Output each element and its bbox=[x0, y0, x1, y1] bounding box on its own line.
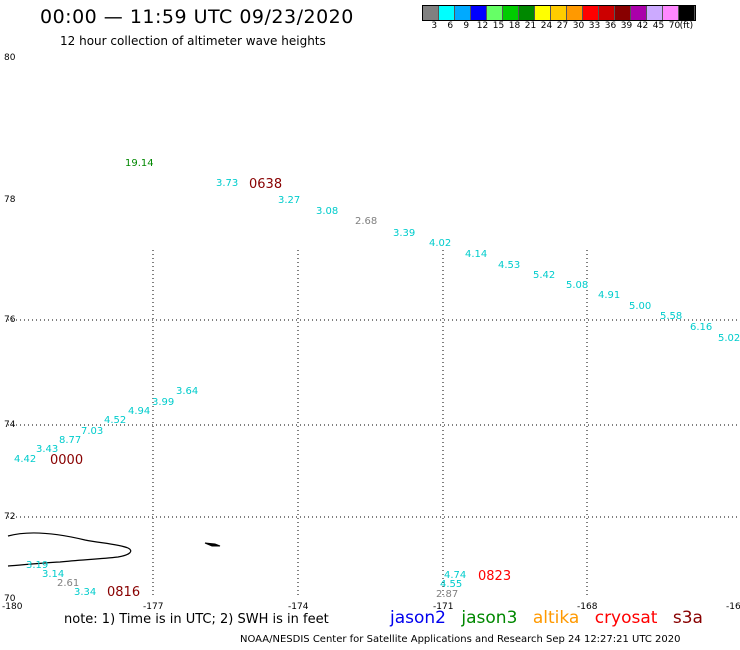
color-scale-label: 42 bbox=[636, 21, 649, 31]
wave-height-label: 7.03 bbox=[81, 426, 103, 437]
pass-time-label: 0823 bbox=[478, 569, 511, 584]
color-swatch bbox=[599, 6, 615, 20]
color-scale-label: 15 bbox=[492, 21, 505, 31]
wave-height-label: 4.94 bbox=[128, 406, 150, 417]
lat-label: 78 bbox=[4, 195, 16, 205]
pass-time-label: 0000 bbox=[50, 453, 83, 468]
legend-item-s3a: s3a bbox=[672, 608, 703, 628]
footer-note: note: 1) Time is in UTC; 2) SWH is in fe… bbox=[64, 612, 329, 627]
legend-item-jason3: jason3 bbox=[461, 608, 518, 628]
wave-height-label: 6.16 bbox=[690, 322, 712, 333]
color-swatch bbox=[647, 6, 663, 20]
color-scale-label: 9 bbox=[463, 21, 470, 31]
color-scale-bar bbox=[422, 5, 696, 21]
lon-label: -171 bbox=[433, 602, 453, 612]
wave-height-label: 2.61 bbox=[57, 578, 79, 589]
color-swatch bbox=[423, 6, 439, 20]
page-subtitle: 12 hour collection of altimeter wave hei… bbox=[60, 34, 326, 48]
color-swatch bbox=[567, 6, 583, 20]
lon-label: -16 bbox=[726, 602, 740, 612]
satellite-legend: jason2 jason3 altika cryosat s3a bbox=[390, 608, 713, 628]
color-swatch bbox=[535, 6, 551, 20]
color-scale-label: 36 bbox=[604, 21, 617, 31]
lat-label: 70 bbox=[4, 594, 16, 604]
island-outline bbox=[7, 532, 132, 567]
wave-height-label: 3.08 bbox=[316, 206, 338, 217]
wave-height-label: 5.42 bbox=[533, 270, 555, 281]
wave-height-label: 4.02 bbox=[429, 238, 451, 249]
color-scale-label: 21 bbox=[524, 21, 537, 31]
color-scale-label: 12 bbox=[476, 21, 489, 31]
color-scale-label: 3 bbox=[431, 21, 438, 31]
color-scale-label: 39 bbox=[620, 21, 633, 31]
lon-label: -174 bbox=[288, 602, 309, 612]
wave-height-label: 4.91 bbox=[598, 290, 620, 301]
lon-label: -180 bbox=[2, 602, 23, 612]
color-scale-label: 70 bbox=[668, 21, 681, 31]
color-swatch bbox=[615, 6, 631, 20]
color-swatch bbox=[519, 6, 535, 20]
wave-height-label: 4.55 bbox=[440, 579, 462, 590]
color-swatch bbox=[455, 6, 471, 20]
color-swatch bbox=[503, 6, 519, 20]
color-scale-label: (ft) bbox=[679, 21, 694, 31]
legend-item-cryosat: cryosat bbox=[594, 608, 658, 628]
wave-height-label: 4.14 bbox=[465, 249, 487, 260]
color-swatch bbox=[631, 6, 647, 20]
wave-height-label: 3.39 bbox=[393, 228, 415, 239]
wave-height-label: 4.74 bbox=[444, 570, 466, 581]
wave-height-label: 5.08 bbox=[566, 280, 588, 291]
color-scale-label: 27 bbox=[556, 21, 569, 31]
wave-height-label: 19.14 bbox=[125, 158, 154, 169]
color-swatch bbox=[471, 6, 487, 20]
color-scale-label: 30 bbox=[572, 21, 585, 31]
color-scale-label: 18 bbox=[508, 21, 521, 31]
page-title: 00:00 — 11:59 UTC 09/23/2020 bbox=[40, 6, 354, 28]
color-swatch bbox=[551, 6, 567, 20]
lat-label: 74 bbox=[4, 420, 16, 430]
color-swatch bbox=[583, 6, 599, 20]
wave-height-label: 5.02 bbox=[718, 333, 740, 344]
wave-height-label: 3.99 bbox=[152, 397, 174, 408]
wave-height-label: 2.87 bbox=[436, 589, 458, 600]
lon-label: -168 bbox=[577, 602, 598, 612]
wave-height-label: 8.77 bbox=[59, 435, 81, 446]
pass-time-label: 0638 bbox=[249, 177, 282, 192]
legend-item-jason2: jason2 bbox=[390, 608, 446, 628]
islet-outline bbox=[204, 542, 221, 547]
wave-height-label: 4.53 bbox=[498, 260, 520, 271]
footer-credit: NOAA/NESDIS Center for Satellite Applica… bbox=[240, 634, 681, 645]
wave-height-label: 4.52 bbox=[104, 415, 126, 426]
wave-height-label: 3.73 bbox=[216, 178, 238, 189]
wave-height-label: 3.64 bbox=[176, 386, 198, 397]
wave-height-label: 3.19 bbox=[26, 560, 48, 571]
wave-height-label: 5.58 bbox=[660, 311, 682, 322]
color-swatch bbox=[487, 6, 503, 20]
wave-height-label: 3.14 bbox=[42, 569, 64, 580]
lat-label: 76 bbox=[4, 315, 16, 325]
wave-height-label: 3.43 bbox=[36, 444, 58, 455]
lon-label: -177 bbox=[143, 602, 163, 612]
lat-label: 80 bbox=[4, 53, 16, 63]
color-scale-label: 45 bbox=[652, 21, 665, 31]
pass-time-label: 0816 bbox=[107, 585, 140, 600]
color-swatch bbox=[439, 6, 455, 20]
wave-height-label: 4.42 bbox=[14, 454, 36, 465]
wave-height-label: 3.34 bbox=[74, 587, 96, 598]
color-swatch bbox=[663, 6, 679, 20]
color-scale-label: 6 bbox=[447, 21, 454, 31]
wave-height-label: 3.27 bbox=[278, 195, 300, 206]
color-scale-label: 24 bbox=[540, 21, 553, 31]
wave-height-label: 5.00 bbox=[629, 301, 651, 312]
color-swatch bbox=[679, 6, 695, 20]
legend-item-altika: altika bbox=[532, 608, 580, 628]
wave-height-label: 2.68 bbox=[355, 216, 377, 227]
lat-label: 72 bbox=[4, 512, 15, 522]
color-scale-label: 33 bbox=[588, 21, 601, 31]
